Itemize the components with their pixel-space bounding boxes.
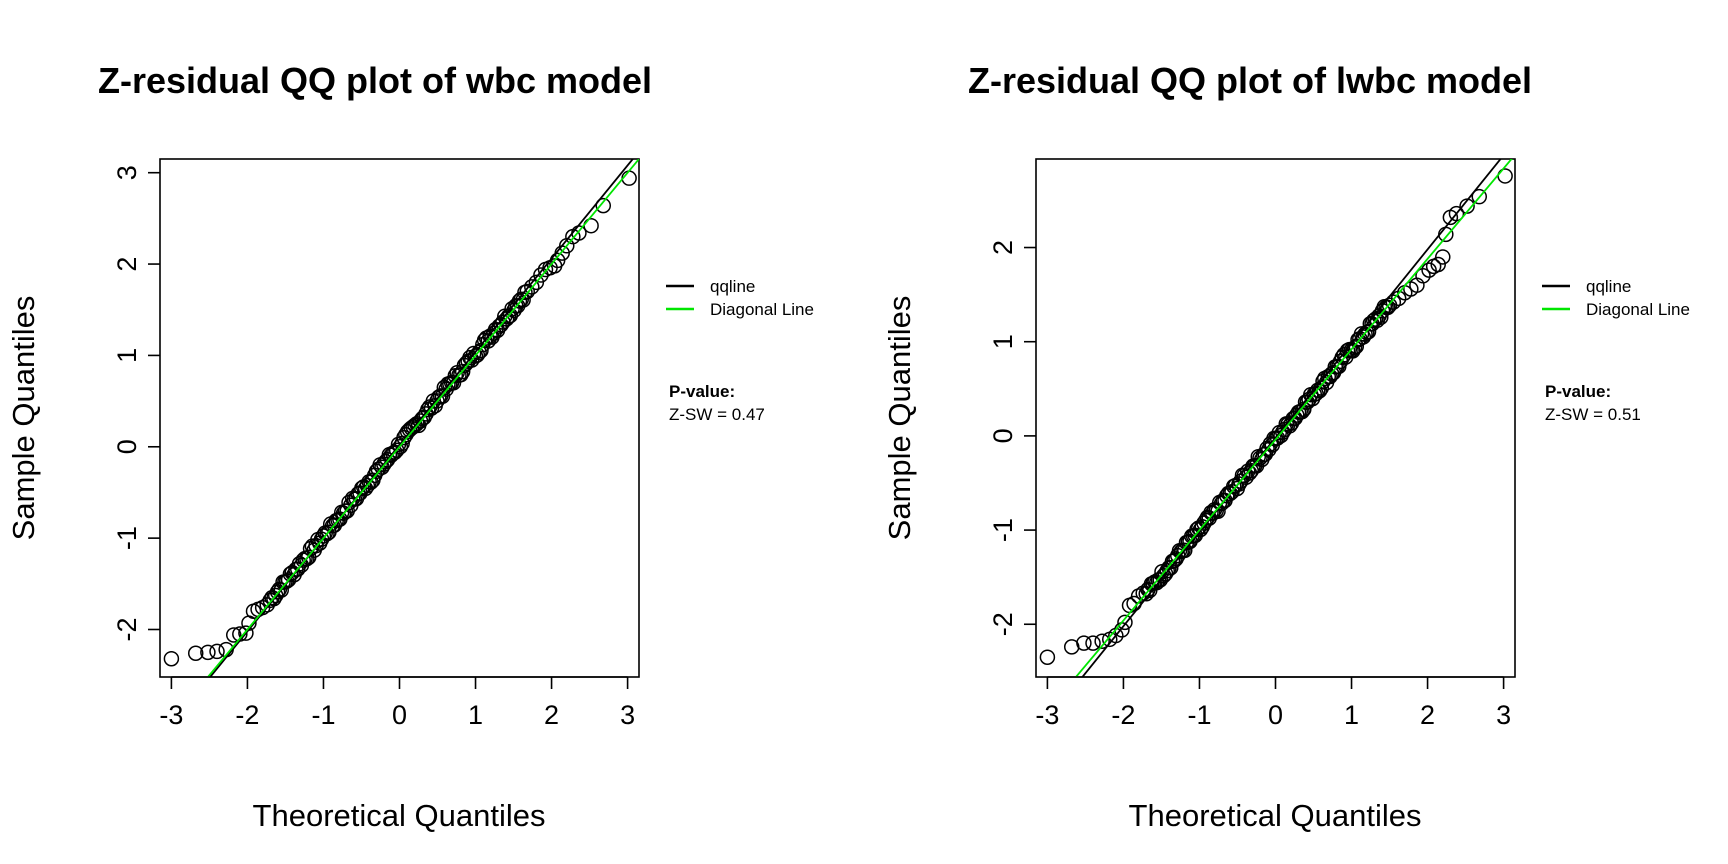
data-point <box>163 650 180 667</box>
data-point <box>1421 262 1437 278</box>
data-point <box>621 170 637 186</box>
data-point <box>1085 635 1101 651</box>
data-point <box>1390 290 1407 307</box>
data-point <box>1415 268 1431 284</box>
y-tick-label: 0 <box>112 439 142 454</box>
x-tick-label: 3 <box>620 700 635 730</box>
x-tick-label: -2 <box>1111 700 1135 730</box>
x-tick-label: -1 <box>311 700 335 730</box>
x-tick-label: 1 <box>468 700 483 730</box>
x-axis-label: Theoretical Quantiles <box>1129 798 1422 833</box>
data-point <box>462 349 478 366</box>
data-point <box>1430 256 1446 273</box>
data-point <box>583 217 599 234</box>
legend-entry-qqline: qqline <box>710 277 755 296</box>
y-axis-label: Sample Quantiles <box>882 296 917 541</box>
data-point <box>1117 614 1133 631</box>
pvalue-heading: P-value: <box>1545 382 1611 401</box>
plot-frame <box>159 158 640 678</box>
y-tick-label: 0 <box>988 428 1018 443</box>
x-tick-label: -2 <box>235 700 259 730</box>
diagonal-line-series <box>206 159 639 677</box>
data-point <box>524 279 540 295</box>
data-point <box>1448 205 1465 222</box>
x-tick-label: 0 <box>1268 700 1283 730</box>
legend-entry-qqline: qqline <box>1586 277 1631 296</box>
data-point <box>209 643 225 660</box>
plot-area <box>1039 159 1513 677</box>
data-point <box>414 410 431 427</box>
data-point <box>1435 249 1451 265</box>
y-tick-label: -2 <box>112 617 142 641</box>
y-axis-label: Sample Quantiles <box>6 296 41 541</box>
y-tick-label: -1 <box>988 518 1018 542</box>
x-tick-label: 2 <box>1420 700 1435 730</box>
data-point <box>467 348 484 364</box>
data-point <box>1438 226 1454 243</box>
panel-wbc: Z-residual QQ plot of wbc model -3 -2 -1 0 1… <box>6 60 814 833</box>
y-tick-label: 3 <box>112 165 142 180</box>
plot-frame <box>1035 158 1516 678</box>
y-tick-label: 2 <box>112 257 142 272</box>
qqline-series <box>209 159 634 677</box>
data-point <box>383 447 399 464</box>
legend: qqline Diagonal Line <box>1542 277 1690 319</box>
y-tick-label: -2 <box>988 612 1018 636</box>
data-point <box>254 599 271 616</box>
y-axis: -2 -1 0 1 2 3 <box>112 165 160 642</box>
data-point <box>1094 633 1110 649</box>
x-tick-label: 3 <box>1496 700 1511 730</box>
data-point <box>1163 560 1179 576</box>
x-axis-label: Theoretical Quantiles <box>253 798 546 833</box>
x-axis: -3 -2 -1 0 1 2 3 <box>1035 676 1511 730</box>
data-point <box>1177 542 1193 559</box>
qqline-series <box>1081 159 1502 677</box>
data-point <box>1471 188 1488 205</box>
plot-area <box>163 159 639 677</box>
data-point <box>226 627 242 643</box>
pvalue-text: Z-SW = 0.47 <box>669 405 765 424</box>
legend-entry-diagonal-line: Diagonal Line <box>710 300 814 319</box>
x-tick-label: -1 <box>1187 700 1211 730</box>
y-tick-label: -1 <box>112 526 142 550</box>
legend-entry-diagonal-line: Diagonal Line <box>1586 300 1690 319</box>
x-tick-label: 0 <box>392 700 407 730</box>
pvalue-heading: P-value: <box>669 382 735 401</box>
y-tick-label: 1 <box>988 334 1018 349</box>
x-tick-label: 1 <box>1344 700 1359 730</box>
data-point <box>273 582 289 598</box>
data-point <box>187 645 204 661</box>
y-tick-label: 2 <box>988 240 1018 255</box>
data-point <box>1385 294 1402 310</box>
data-point <box>519 283 535 300</box>
chart-title: Z-residual QQ plot of wbc model <box>98 60 652 101</box>
x-tick-label: 2 <box>544 700 559 730</box>
data-point <box>473 342 489 359</box>
data-point <box>200 644 216 661</box>
data-point <box>595 197 612 214</box>
y-tick-label: 1 <box>112 348 142 363</box>
data-point <box>1039 649 1056 665</box>
data-point <box>280 572 297 588</box>
chart-title: Z-residual QQ plot of lwbc model <box>968 60 1532 101</box>
panel-lwbc: Z-residual QQ plot of lwbc model -3 -2 -1 0… <box>882 60 1690 833</box>
pvalue-text: Z-SW = 0.51 <box>1545 405 1641 424</box>
x-tick-label: -3 <box>1035 700 1059 730</box>
y-axis: -2 -1 0 1 2 <box>988 240 1036 636</box>
data-point <box>1076 635 1092 651</box>
legend: qqline Diagonal Line <box>666 277 814 319</box>
diagonal-line-series <box>1074 159 1513 677</box>
data-point <box>238 625 254 641</box>
data-point <box>259 597 275 613</box>
x-tick-label: -3 <box>159 700 183 730</box>
x-axis: -3 -2 -1 0 1 2 3 <box>159 676 635 730</box>
